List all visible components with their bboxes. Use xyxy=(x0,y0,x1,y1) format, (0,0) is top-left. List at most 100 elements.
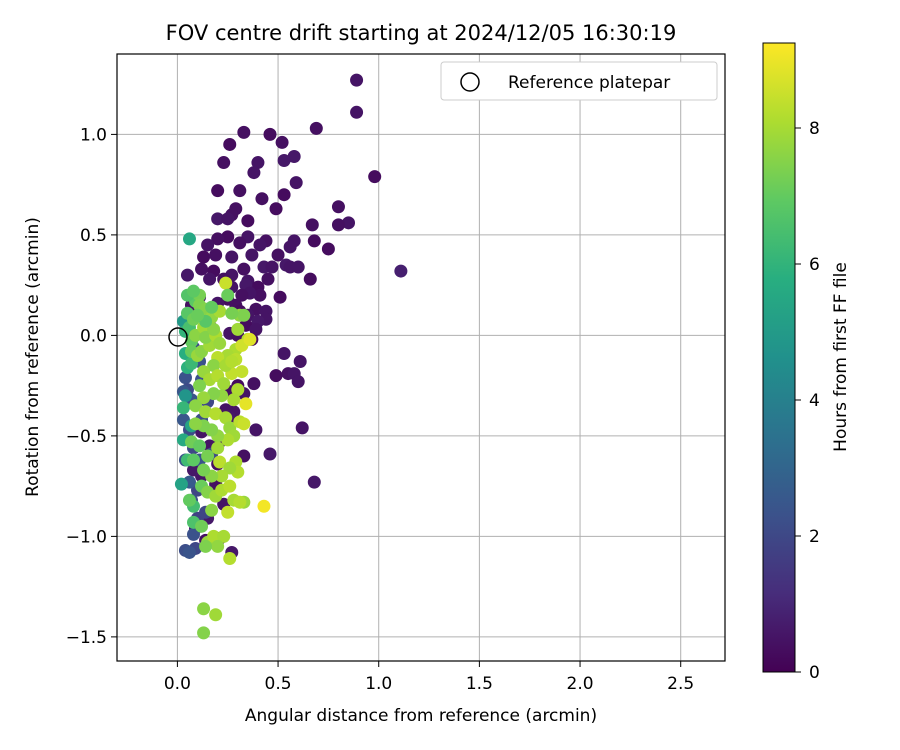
colorbar-tick-label: 4 xyxy=(809,391,820,411)
plot-frame xyxy=(116,53,726,662)
data-point xyxy=(221,288,235,302)
data-point xyxy=(217,377,231,391)
data-point xyxy=(199,539,213,553)
data-point xyxy=(245,248,259,262)
data-point xyxy=(187,453,201,467)
data-point xyxy=(231,322,245,336)
data-point xyxy=(197,391,211,405)
data-point xyxy=(178,389,192,403)
data-point xyxy=(231,383,245,397)
data-point xyxy=(251,156,265,170)
data-point xyxy=(257,499,271,513)
reference-platepar-marker xyxy=(168,327,188,347)
data-point xyxy=(187,527,201,541)
data-point xyxy=(205,503,219,517)
data-point xyxy=(237,417,251,431)
data-point xyxy=(189,328,203,342)
data-point xyxy=(233,184,247,198)
data-point xyxy=(253,288,267,302)
data-point xyxy=(247,377,261,391)
x-tick-label: 0.5 xyxy=(265,674,292,694)
x-tick-label: 0.0 xyxy=(164,674,191,694)
data-point xyxy=(209,608,223,622)
data-point xyxy=(235,365,249,379)
data-point xyxy=(189,417,203,431)
data-point xyxy=(225,306,239,320)
data-point xyxy=(269,202,283,216)
data-point xyxy=(237,308,251,322)
data-point xyxy=(221,212,235,226)
colorbar-gradient xyxy=(762,42,796,673)
data-point xyxy=(273,290,287,304)
data-point xyxy=(247,166,261,180)
data-point xyxy=(213,455,227,469)
data-point xyxy=(263,127,277,141)
data-point xyxy=(207,359,221,373)
data-point xyxy=(221,433,235,447)
data-point xyxy=(275,135,289,149)
data-point xyxy=(233,236,247,250)
data-point xyxy=(394,264,408,278)
data-point xyxy=(193,379,207,393)
data-point xyxy=(350,73,364,87)
data-point xyxy=(350,105,364,119)
data-point xyxy=(221,230,235,244)
data-point xyxy=(223,461,237,475)
data-point xyxy=(283,240,297,254)
data-point xyxy=(211,232,225,246)
y-tick-label: 0.0 xyxy=(80,326,107,346)
data-point xyxy=(307,475,321,489)
data-point xyxy=(207,529,221,543)
data-point xyxy=(207,387,221,401)
data-point xyxy=(199,405,213,419)
data-point xyxy=(241,214,255,228)
data-point xyxy=(263,447,277,461)
x-tick-label: 2.5 xyxy=(667,674,694,694)
colorbar-tick-label: 0 xyxy=(809,663,820,683)
data-point xyxy=(225,355,239,369)
data-point xyxy=(182,545,196,559)
data-point xyxy=(199,330,213,344)
x-tick-label: 1.5 xyxy=(466,674,493,694)
data-point xyxy=(237,125,251,139)
data-point xyxy=(213,336,227,350)
data-point xyxy=(211,539,225,553)
data-point xyxy=(211,184,225,198)
data-point xyxy=(197,626,211,640)
data-point xyxy=(217,529,231,543)
data-point xyxy=(187,284,201,298)
data-point xyxy=(253,238,267,252)
chart-title: FOV centre drift starting at 2024/12/05 … xyxy=(166,21,677,45)
x-tick-label: 1.0 xyxy=(365,674,392,694)
x-axis-label: Angular distance from reference (arcmin) xyxy=(245,706,597,726)
data-point xyxy=(269,369,283,383)
data-point xyxy=(293,355,307,369)
data-point xyxy=(223,551,237,565)
data-point xyxy=(205,300,219,314)
data-point xyxy=(287,150,301,164)
data-point xyxy=(277,346,291,360)
data-point xyxy=(291,260,305,274)
legend: Reference platepar xyxy=(440,61,718,101)
data-point xyxy=(178,371,192,385)
data-point xyxy=(219,411,233,425)
data-point xyxy=(233,495,247,509)
y-tick-label: 0.5 xyxy=(80,226,107,246)
data-point xyxy=(195,519,209,533)
x-axis-ticks: 0.0 0.5 1.0 1.5 2.0 2.5 xyxy=(164,661,694,694)
data-point xyxy=(331,200,345,214)
data-point xyxy=(249,423,263,437)
y-tick-label: 1.0 xyxy=(80,125,107,145)
colorbar-ticks: 0 2 4 6 8 xyxy=(795,119,820,683)
colorbar-label: Hours from first FF file xyxy=(831,262,851,452)
colorbar-tick-label: 2 xyxy=(809,527,820,547)
data-point xyxy=(277,188,291,202)
data-point xyxy=(227,393,241,407)
data-point xyxy=(207,322,221,336)
data-point xyxy=(182,232,196,246)
data-point xyxy=(197,250,211,264)
data-point xyxy=(305,218,319,232)
data-point xyxy=(243,332,257,346)
data-point xyxy=(182,493,196,507)
legend-marker xyxy=(460,72,480,92)
